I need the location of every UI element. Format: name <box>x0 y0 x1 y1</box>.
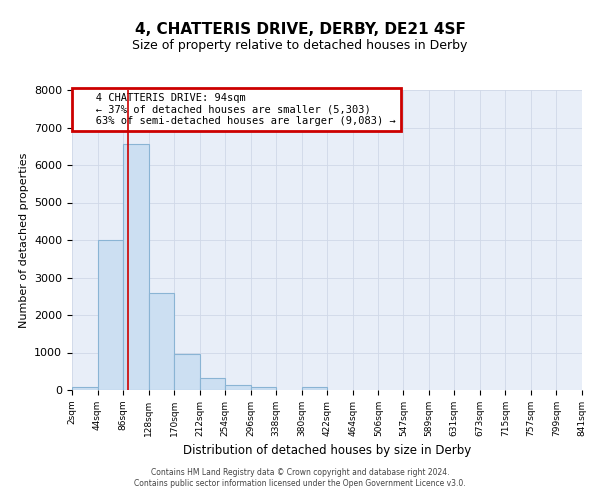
Bar <box>200 378 225 390</box>
Bar <box>98 240 123 390</box>
Bar <box>149 292 174 390</box>
Text: 4 CHATTERIS DRIVE: 94sqm
   ← 37% of detached houses are smaller (5,303)
   63% : 4 CHATTERIS DRIVE: 94sqm ← 37% of detach… <box>77 93 396 126</box>
X-axis label: Distribution of detached houses by size in Derby: Distribution of detached houses by size … <box>183 444 471 458</box>
Text: 4, CHATTERIS DRIVE, DERBY, DE21 4SF: 4, CHATTERIS DRIVE, DERBY, DE21 4SF <box>134 22 466 38</box>
Y-axis label: Number of detached properties: Number of detached properties <box>19 152 29 328</box>
Bar <box>251 387 276 390</box>
Bar <box>302 387 328 390</box>
Bar <box>72 388 98 390</box>
Bar <box>174 354 200 390</box>
Bar <box>225 385 251 390</box>
Bar <box>123 144 149 390</box>
Text: Contains HM Land Registry data © Crown copyright and database right 2024.
Contai: Contains HM Land Registry data © Crown c… <box>134 468 466 487</box>
Text: Size of property relative to detached houses in Derby: Size of property relative to detached ho… <box>133 39 467 52</box>
